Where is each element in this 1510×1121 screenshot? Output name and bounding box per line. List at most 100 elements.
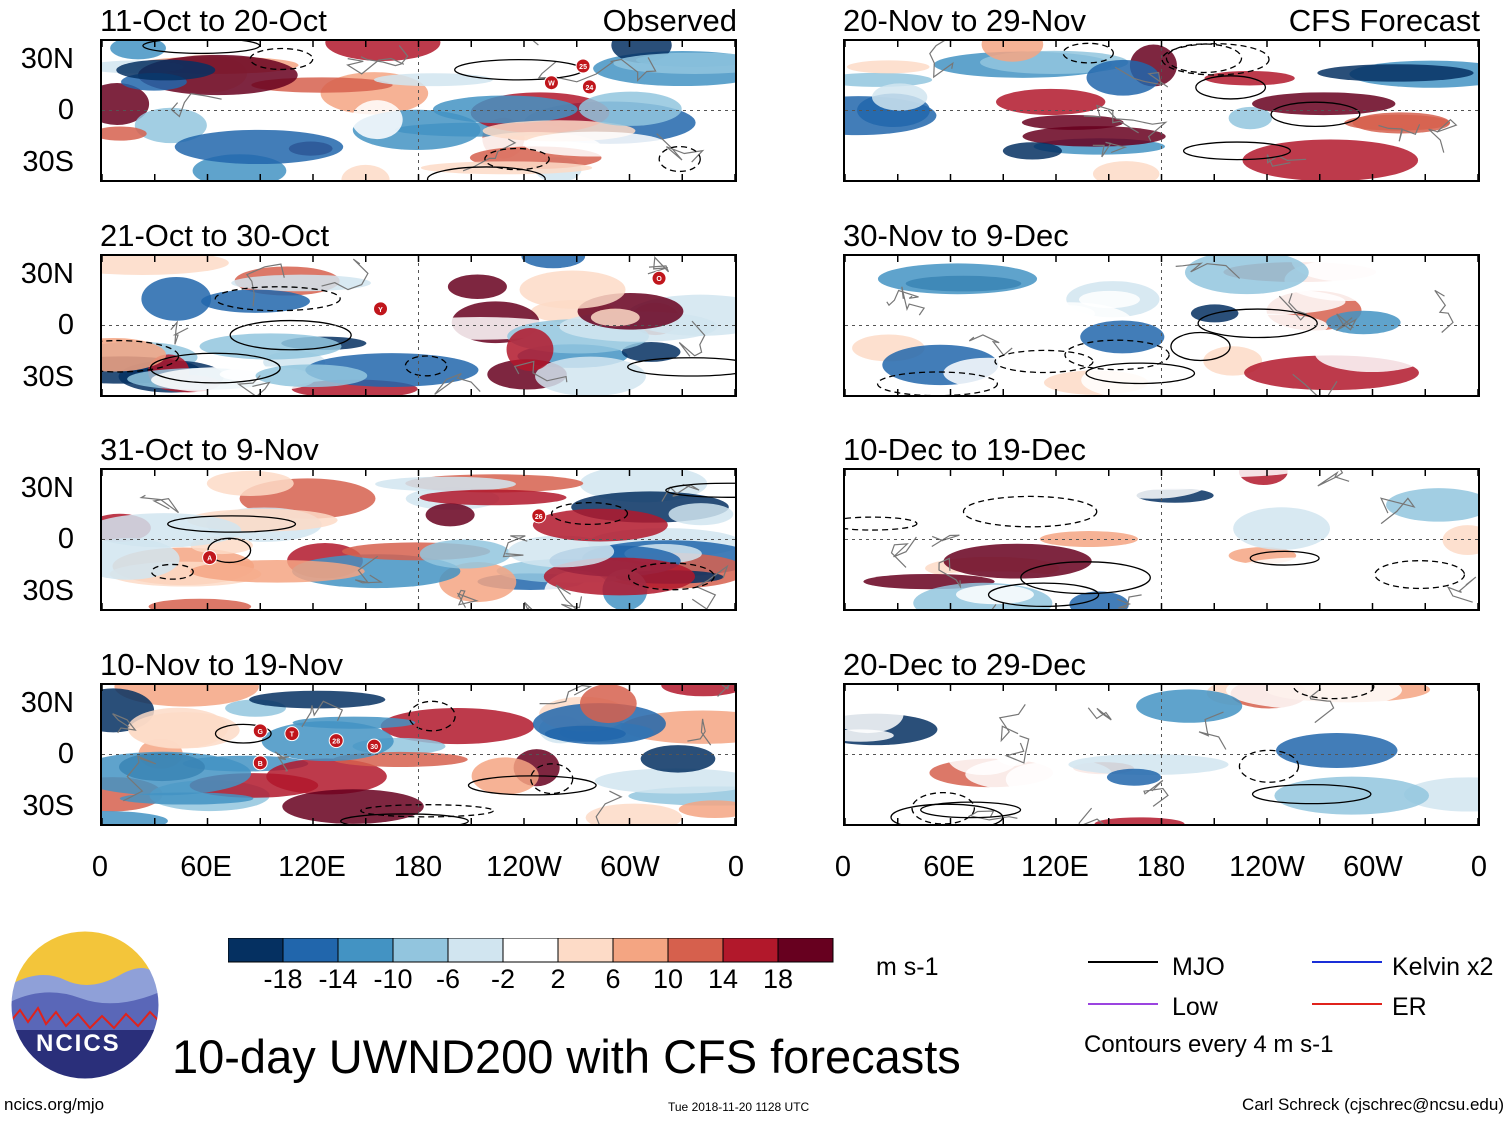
coastline (1446, 576, 1477, 603)
contour (454, 59, 584, 81)
coastline (502, 535, 528, 558)
y-tick-label: 30N (20, 687, 74, 719)
y-tick-label: 0 (57, 309, 74, 341)
storm-marker: W (543, 75, 559, 91)
storm-label: 26 (535, 514, 543, 521)
anomaly-blob (419, 539, 511, 569)
colorbar-tick: 2 (550, 964, 566, 994)
contour (214, 286, 341, 312)
anomaly-blob (425, 503, 475, 527)
coastline (1092, 141, 1128, 158)
coastline (523, 601, 533, 609)
contour (658, 145, 701, 173)
anomaly-blob (1386, 488, 1478, 522)
anomaly-blob (266, 758, 387, 795)
panel-title: 21-Oct to 30-Oct (100, 218, 330, 253)
contour (1374, 560, 1466, 590)
coastline (123, 755, 157, 802)
contour (994, 349, 1094, 374)
colorbar-tick: 6 (605, 964, 621, 994)
anomaly-blob (532, 508, 668, 542)
legend-low: Low (1172, 993, 1218, 1021)
footer-url[interactable]: ncics.org/mjo (4, 1095, 105, 1114)
coastline (1198, 711, 1227, 750)
anomaly-blob (1037, 305, 1096, 323)
coastline (274, 751, 290, 772)
coastline (1317, 470, 1350, 487)
anomaly-blob (102, 256, 229, 275)
coastline (1087, 707, 1112, 721)
coastline (513, 360, 568, 383)
storm-marker: 26 (531, 508, 547, 524)
coastline (1336, 313, 1358, 332)
contour (102, 339, 180, 373)
anomaly-blob (847, 60, 930, 74)
observed-label: Observed (602, 3, 737, 38)
anomaly-blob (110, 41, 166, 60)
footer-timestamp: Tue 2018-11-20 1128 UTC (668, 1100, 810, 1114)
coastline (532, 41, 539, 46)
contour (1062, 42, 1114, 64)
coastline (245, 263, 285, 307)
storm-marker: G (252, 723, 268, 739)
anomaly-blob (1092, 161, 1160, 180)
anomaly-blob (471, 757, 539, 795)
ncics-logo (10, 930, 160, 1080)
anomaly-blob (579, 685, 637, 724)
anomaly-blob (506, 328, 554, 372)
y-tick-label: 30N (20, 472, 74, 504)
anomaly-blob (1242, 139, 1419, 180)
contour (484, 147, 550, 171)
panel-title: 10-Dec to 19-Dec (843, 432, 1086, 467)
storm-label: 28 (332, 739, 340, 746)
coastline (890, 536, 917, 568)
coastline (346, 57, 405, 75)
contour (249, 47, 314, 71)
contour (467, 775, 597, 796)
anomaly-blob (1228, 106, 1272, 130)
storm-marker: 30 (366, 738, 382, 754)
contour (962, 495, 1098, 528)
anomaly-blob (845, 695, 904, 734)
anomaly-blob (1209, 313, 1329, 339)
anomaly-blob (325, 41, 441, 62)
anomaly-blob (1078, 290, 1140, 309)
anomaly-blob (1326, 310, 1401, 335)
anomaly-blob (585, 803, 683, 824)
anomaly-blob (116, 59, 216, 81)
anomaly-blob (341, 164, 390, 180)
anomaly-blob (544, 725, 626, 742)
contour (149, 352, 281, 384)
y-tick-label: 30N (20, 43, 74, 75)
coastline (1004, 735, 1030, 764)
storm-marker: B (252, 755, 268, 771)
colorbar-tick: -14 (318, 964, 358, 994)
panel-forecast-2 (843, 254, 1480, 397)
coastline (1116, 594, 1142, 609)
coastline (354, 555, 383, 584)
coastline (170, 93, 222, 118)
anomaly-blob (102, 82, 150, 125)
coastline (1434, 289, 1454, 333)
anomaly-blob (380, 708, 535, 745)
panel-title: 30-Nov to 9-Dec (843, 218, 1069, 253)
panel-forecast-4 (843, 683, 1480, 826)
storm-label: A (207, 556, 212, 563)
anomaly-blob (1022, 126, 1166, 147)
contour (1238, 749, 1300, 783)
contour (1197, 308, 1318, 339)
contour (876, 371, 999, 395)
anomaly-blob (981, 41, 1044, 62)
anomaly-blob (1068, 754, 1229, 775)
storm-marker: O (651, 270, 667, 286)
coastline (886, 289, 919, 307)
coastline (1266, 154, 1307, 167)
coastline (1175, 262, 1241, 279)
legend-line-low (1088, 1003, 1158, 1005)
x-tick-label: 60E (923, 851, 975, 883)
x-tick-label: 60E (180, 851, 232, 883)
anomaly-blob (199, 333, 342, 360)
coastline (1380, 497, 1416, 525)
contour (340, 813, 469, 824)
